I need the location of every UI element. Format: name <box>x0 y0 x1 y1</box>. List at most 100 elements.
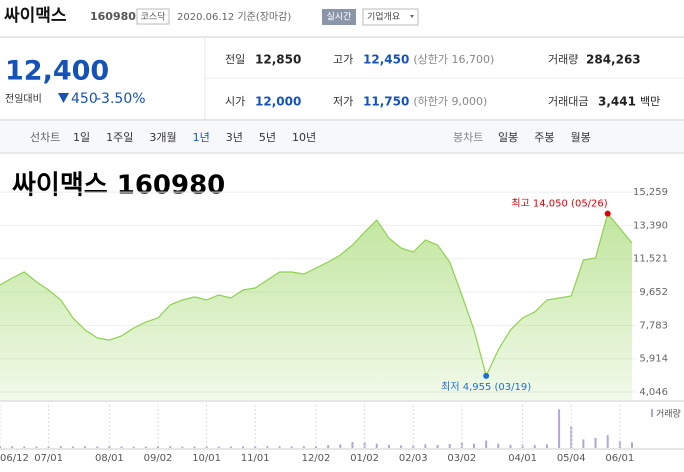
x-tick-label: 01/02 <box>350 453 379 464</box>
x-tick-label: 11/01 <box>241 453 270 464</box>
volume-bar <box>558 409 561 448</box>
x-tick-label: 12/02 <box>302 453 331 464</box>
volume-bar <box>11 446 14 448</box>
annotation: 최고 14,050 (05/26) <box>511 198 607 210</box>
volume-bar <box>23 446 26 448</box>
volume-bar <box>266 446 269 448</box>
volume-bar <box>169 446 172 448</box>
x-tick-label: 06/12 <box>0 453 29 464</box>
volume-bar <box>533 445 536 448</box>
y-tick-label: 4,046 <box>639 387 668 398</box>
volume-bar <box>157 446 159 448</box>
volume-bar <box>205 446 208 448</box>
volume-bar <box>485 440 488 448</box>
chart-title: 싸이맥스 160980 <box>12 171 225 201</box>
quote-label: 시가 <box>225 95 245 108</box>
extreme-marker <box>604 210 611 217</box>
quote-note: 백만 <box>640 95 660 108</box>
tab[interactable]: 일봉 <box>498 130 518 144</box>
volume-bar <box>181 446 184 448</box>
quote-label: 전일 <box>225 52 245 66</box>
volume-bar <box>47 446 50 448</box>
volume-bar <box>400 445 403 448</box>
tab[interactable]: 1주일 <box>106 130 133 144</box>
quote-label: 거래량 <box>548 53 578 66</box>
stock-name: 싸이맥스 <box>4 6 67 26</box>
volume-bar <box>229 446 232 448</box>
realtime[interactable]: 실시간 <box>327 12 352 23</box>
quote-note: (하한가 9,000) <box>413 94 487 108</box>
tab[interactable]: 3개월 <box>149 131 176 144</box>
quote-value: 12,000 <box>255 95 301 109</box>
legend-label: 거래량 <box>656 408 681 420</box>
volume-bar <box>545 444 548 448</box>
tab[interactable]: 10년 <box>292 131 316 144</box>
quote-value: 11,750 <box>363 95 409 109</box>
x-tick-label: 02/03 <box>399 453 428 464</box>
tab-bar <box>0 121 684 153</box>
rate: -3.50% <box>96 91 146 107</box>
date: 2020.06.12 기준(장마감) <box>177 11 291 23</box>
tab-label: 선차트 <box>30 131 60 144</box>
x-tick-label: 09/02 <box>144 453 173 464</box>
tab[interactable]: 5년 <box>259 131 276 144</box>
volume-bar <box>327 445 330 448</box>
y-tick-label: 15,259 <box>633 187 668 198</box>
quote-label: 거래대금 <box>548 95 588 108</box>
volume-bar <box>339 444 342 448</box>
volume-bar <box>387 444 390 448</box>
tab[interactable]: 1일 <box>73 130 90 144</box>
quote-value: 3,441 <box>598 95 636 109</box>
tab[interactable]: 주봉 <box>534 131 554 144</box>
quote-label: 고가 <box>333 53 353 66</box>
volume-bar <box>132 446 135 448</box>
quote-label: 저가 <box>333 95 353 108</box>
volume-bar <box>242 446 245 448</box>
quote-value: 12,450 <box>363 53 409 67</box>
y-tick-label: 7,783 <box>639 320 668 331</box>
tab[interactable]: 3년 <box>226 131 243 144</box>
volume-bar <box>631 442 633 448</box>
tab[interactable]: 1년 <box>193 131 210 144</box>
volume-bar <box>35 446 38 448</box>
realtime-button[interactable] <box>322 9 356 25</box>
volume-bar <box>217 446 220 448</box>
volume-bar <box>497 443 500 448</box>
x-tick-label: 08/01 <box>95 453 124 464</box>
volume-bar <box>509 444 512 448</box>
volume-bar <box>582 439 585 448</box>
volume-bar <box>302 446 305 448</box>
volume-bar <box>594 437 597 448</box>
volume-bar <box>448 443 451 448</box>
overview-button[interactable] <box>362 8 419 26</box>
x-tick-label: 06/01 <box>605 453 634 464</box>
y-tick-label: 13,390 <box>633 220 668 231</box>
x-tick-label: 07/01 <box>34 453 63 464</box>
tab[interactable]: 월봉 <box>571 131 591 144</box>
volume-bar <box>473 443 475 448</box>
overview[interactable]: 기업개요 <box>367 12 400 23</box>
change-label: 전일대비 <box>5 93 42 105</box>
price: 12,400 <box>5 56 109 87</box>
change: 450 <box>71 91 98 107</box>
y-tick-label: 9,652 <box>639 287 668 298</box>
volume-bar <box>84 446 87 448</box>
volume-bar <box>59 446 62 448</box>
legend-swatch <box>651 409 653 417</box>
volume-bar <box>96 446 99 448</box>
down-icon <box>58 93 69 103</box>
market-badge <box>136 8 170 25</box>
volume-bar <box>351 441 354 448</box>
extreme-marker <box>483 372 490 379</box>
volume-bar <box>424 444 427 448</box>
stock-code: 160980 <box>90 10 136 23</box>
volume-bar <box>375 443 378 448</box>
x-tick-label: 10/01 <box>192 453 221 464</box>
quote-value: 284,263 <box>586 53 641 67</box>
volume-bar <box>193 446 196 448</box>
dropdown-icon <box>410 15 414 18</box>
y-tick-label: 5,914 <box>639 354 668 365</box>
volume-bar <box>71 446 74 448</box>
